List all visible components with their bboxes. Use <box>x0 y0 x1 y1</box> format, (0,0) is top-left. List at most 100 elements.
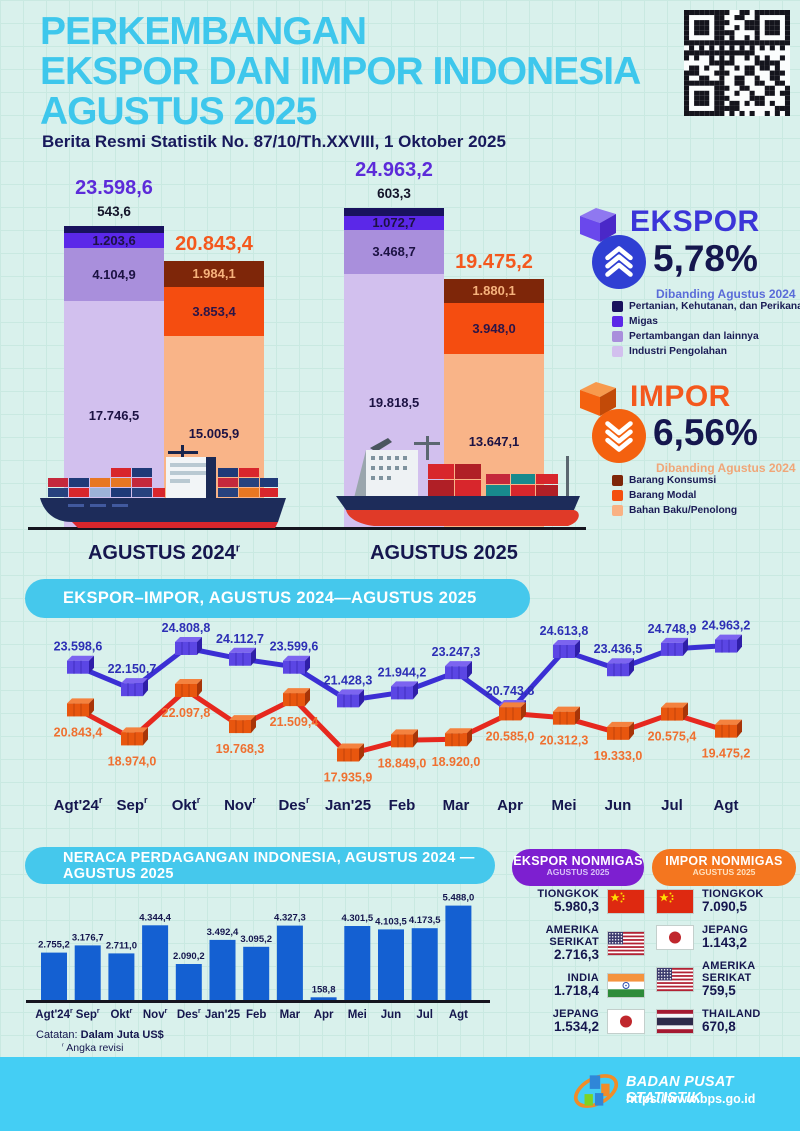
balance-bar <box>209 939 236 1000</box>
legend-swatch <box>612 490 623 501</box>
data-point-label: 23.598,6 <box>54 640 103 654</box>
nonmigas-row: TIONGKOK 7.090,5 <box>656 888 800 915</box>
ekspor-box-icon <box>580 208 616 242</box>
balance-month-label: Jan'25 <box>205 1009 241 1021</box>
line-chart-title: EKSPOR–IMPOR, AGUSTUS 2024—AGUSTUS 2025 <box>63 589 477 607</box>
chart-baseline <box>28 527 586 530</box>
month-axis-label: Novr <box>224 795 256 814</box>
legend-item: Bahan Baku/Penolong <box>612 505 737 516</box>
month-axis-label: Jun <box>605 797 632 814</box>
country-name: AMERIKA SERIKAT <box>702 959 756 984</box>
month-axis-label: Agt <box>714 797 739 814</box>
month-axis-label: Mei <box>551 797 576 814</box>
data-point-label: 18.974,0 <box>108 754 157 768</box>
data-point-label: 24.748,9 <box>648 622 697 636</box>
data-point-label: 18.920,0 <box>432 755 481 769</box>
country-value: 1.718,4 <box>553 983 599 999</box>
balance-month-label: Novr <box>143 1008 168 1021</box>
legend-item: Barang Konsumsi <box>612 475 737 486</box>
ekspor-point-marker <box>175 636 202 655</box>
ekspor-segment: 1.203,6 <box>64 232 164 249</box>
data-point-label: 21.428,3 <box>324 673 373 687</box>
impor-total-label: 19.475,2 <box>455 250 533 273</box>
flag-us-icon <box>607 930 645 956</box>
ekspor-point-marker <box>337 689 364 708</box>
ekspor-segment: 4.104,9 <box>64 248 164 302</box>
month-axis-label: Sepr <box>116 795 148 814</box>
month-axis-label: Feb <box>389 797 416 814</box>
balance-bar-label: 3.492,4 <box>207 927 239 938</box>
stage-label: AGUSTUS 2024r <box>87 542 241 564</box>
balance-bar <box>445 905 472 1000</box>
month-axis-label: Desr <box>278 795 310 814</box>
balance-bar-label: 3.095,2 <box>240 934 272 945</box>
balance-banner: NERACA PERDAGANGAN INDONESIA, AGUSTUS 20… <box>25 847 495 884</box>
data-point-label: 22.150,7 <box>108 662 157 676</box>
country-value: 5.980,3 <box>553 899 599 915</box>
country-entry: AMERIKA SERIKAT 2.716,3 <box>505 924 599 963</box>
impor-point-marker <box>391 729 418 748</box>
title-line-1: PERKEMBANGAN <box>40 10 367 53</box>
impor-percentage: 6,56% <box>653 412 758 453</box>
data-point-label: 21.944,2 <box>378 665 427 679</box>
data-point-label: 23.436,5 <box>594 642 643 656</box>
legend-item: Pertambangan dan lainnya <box>612 331 800 342</box>
legend-label: Pertanian, Kehutanan, dan Perikanan <box>629 301 800 312</box>
footnotes: Catatan: Dalam Juta US$ r Angka revisi <box>36 1028 164 1056</box>
nonmigas-row: THAILAND 670,8 <box>656 1008 800 1035</box>
balance-month-label: Oktr <box>110 1008 132 1021</box>
ekspor-point-marker <box>661 637 688 656</box>
flag-jp-icon <box>607 1008 645 1034</box>
legend-label: Migas <box>629 316 658 327</box>
month-axis-label: Agt'24r <box>54 795 103 814</box>
balance-title: NERACA PERDAGANGAN INDONESIA, AGUSTUS 20… <box>63 849 475 882</box>
nonmigas-row: AMERIKA SERIKAT 759,5 <box>656 960 800 999</box>
flag-cn-icon <box>607 888 645 914</box>
impor-legend: Barang Konsumsi Barang Modal Bahan Baku/Pe… <box>612 475 737 516</box>
country-name: TIONGKOK <box>537 888 599 900</box>
balance-bar <box>108 953 135 1000</box>
ekspor-segment <box>64 225 164 233</box>
impor-point-marker <box>283 688 310 707</box>
nonmigas-impor-title: IMPOR NONMIGAS <box>665 854 783 868</box>
data-point-label: 19.333,0 <box>594 749 643 763</box>
balance-baseline <box>26 1000 490 1003</box>
impor-point-marker <box>121 727 148 746</box>
qr-code-icon <box>684 10 790 116</box>
data-point-label: 24.808,8 <box>162 621 211 635</box>
balance-month-label: Agt <box>449 1009 468 1021</box>
nonmigas-ekspor-title: EKSPOR NONMIGAS <box>513 854 643 868</box>
ekspor-point-marker <box>67 655 94 674</box>
line-chart-svg: 23.598,6 22.150,7 24.808,8 24.112,7 23.599,6… <box>54 619 751 814</box>
balance-bar-label: 3.176,7 <box>72 932 104 943</box>
month-axis-label: Oktr <box>172 795 201 814</box>
ekspor-point-marker <box>607 658 634 677</box>
data-point-label: 24.963,2 <box>702 619 751 633</box>
footer-band <box>0 1057 800 1131</box>
legend-label: Pertambangan dan lainnya <box>629 331 759 342</box>
title-line-3: AGUSTUS 2025 <box>40 90 317 133</box>
country-value: 670,8 <box>702 1019 736 1034</box>
month-axis-label: Jan'25 <box>325 797 371 814</box>
cargo-ship-2024-illustration <box>40 445 286 528</box>
impor-segment: 3.853,4 <box>164 286 264 337</box>
country-value: 759,5 <box>702 983 736 999</box>
balance-bar <box>243 946 270 1000</box>
balance-month-label: Agt'24r <box>35 1008 73 1021</box>
ekspor-legend: Pertanian, Kehutanan, dan Perikanan Migas… <box>612 301 800 357</box>
legend-swatch <box>612 346 623 357</box>
balance-month-label: Desr <box>177 1008 201 1021</box>
data-point-label: 20.585,0 <box>486 729 535 743</box>
ekspor-segment <box>344 208 444 216</box>
balance-bar <box>74 945 101 1000</box>
flag-jp-icon <box>656 924 694 950</box>
nonmigas-impor-rows: TIONGKOK 7.090,5 JEPANG 1.143,2 AMERIKA SERI… <box>656 888 800 1035</box>
country-entry: TIONGKOK 5.980,3 <box>537 888 599 915</box>
balance-bar <box>344 926 371 1000</box>
balance-bar-label: 2.711,0 <box>106 940 137 951</box>
balance-bar <box>310 997 337 1000</box>
impor-point-marker <box>715 719 742 738</box>
data-point-label: 24.112,7 <box>216 632 264 646</box>
data-point-label: 20.743,8 <box>486 684 535 698</box>
balance-bar-label: 5.488,0 <box>443 893 475 904</box>
